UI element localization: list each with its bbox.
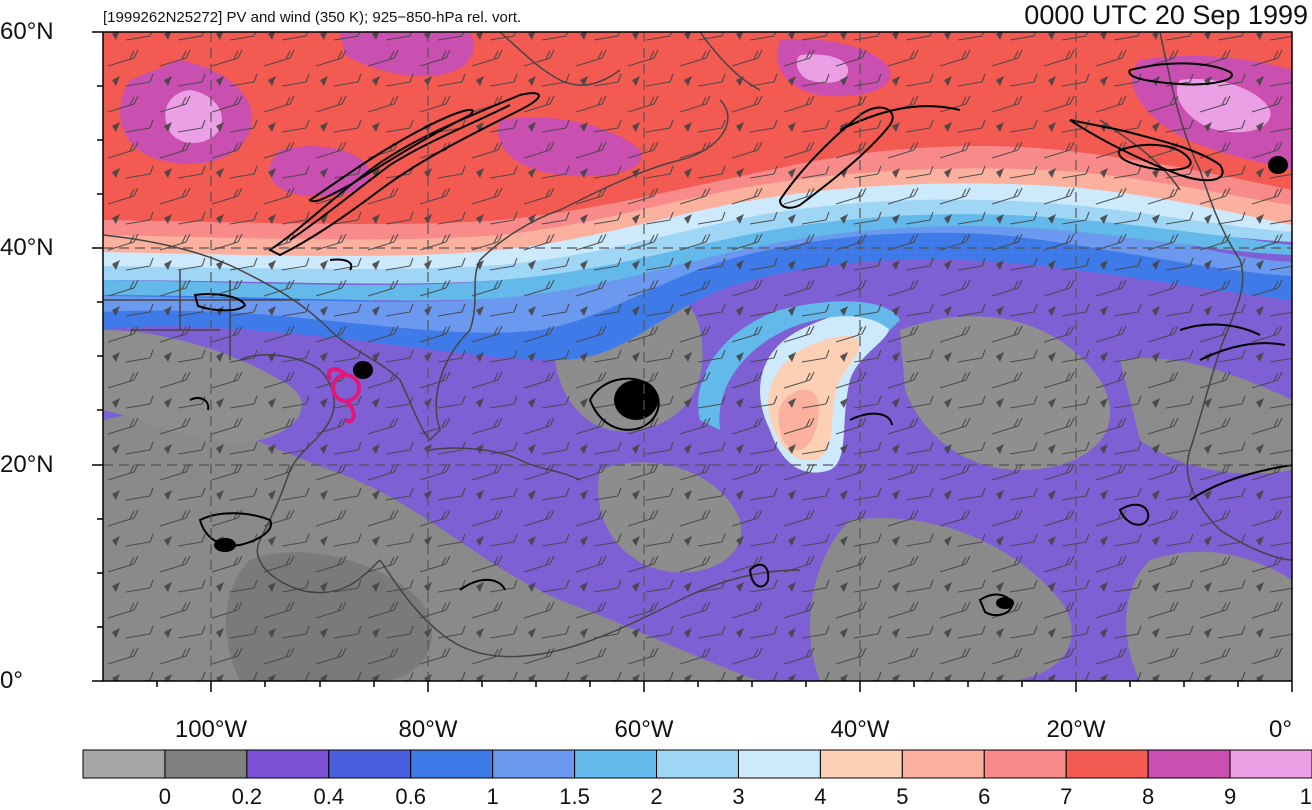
- colorbar-swatch: [819, 749, 903, 779]
- cyclone-core-atlantic: [614, 380, 658, 420]
- colorbar-swatch: [737, 749, 821, 779]
- lon-label-100w: 100°W: [174, 716, 248, 743]
- colorbar-swatch: [492, 749, 576, 779]
- lon-label-0: 0°: [1269, 716, 1292, 743]
- colorbar-label: 9: [1223, 784, 1237, 809]
- map-panel: [103, 32, 1292, 681]
- lat-label-60n: 60°N: [0, 18, 54, 45]
- lat-label-20n: 20°N: [0, 451, 54, 478]
- colorbar-label: 10: [1299, 784, 1312, 809]
- lat-label-40n: 40°N: [0, 234, 54, 261]
- lon-label-40w: 40°W: [830, 716, 890, 743]
- colorbar-label: 6: [978, 784, 991, 809]
- colorbar-label: 1: [486, 784, 499, 809]
- colorbar-label: 1.5: [559, 784, 590, 809]
- colorbar-swatch: [1147, 749, 1231, 779]
- colorbar-label: 4: [814, 784, 827, 809]
- colorbar: [82, 749, 1312, 779]
- colorbar-swatch: [410, 749, 494, 779]
- colorbar-swatch: [656, 749, 739, 779]
- gridlines: [103, 32, 1292, 681]
- colorbar-swatch: [82, 749, 166, 779]
- colorbar-label: 0.4: [313, 784, 345, 809]
- lon-label-80w: 80°W: [398, 716, 458, 743]
- colorbar-swatch: [1065, 749, 1149, 779]
- plot-title-left: [1999262N25272] PV and wind (350 K); 925…: [103, 9, 522, 26]
- lon-label-60w: 60°W: [614, 716, 674, 743]
- colorbar-label: 0.2: [231, 784, 263, 809]
- colorbar-swatch: [246, 749, 330, 779]
- plot-title-right: 0000 UTC 20 Sep 1999: [1024, 0, 1308, 30]
- cyclone-core-gulf: [353, 361, 373, 379]
- colorbar-swatch: [901, 749, 985, 779]
- map-frame: [92, 31, 1293, 692]
- coastlines: [103, 32, 1292, 658]
- colorbar-label: 5: [896, 784, 909, 809]
- tropical-cyclone-symbol-icon: [326, 367, 361, 424]
- colorbar-label: 3: [732, 784, 745, 809]
- wind-barbs-layer: [103, 32, 1292, 681]
- colorbar-swatch: [1229, 749, 1312, 779]
- colorbar-swatch: [574, 749, 658, 779]
- colorbar-label: 7: [1060, 784, 1073, 809]
- lon-label-20w: 20°W: [1046, 716, 1106, 743]
- colorbar-label: 2: [650, 784, 663, 809]
- colorbar-swatch: [164, 749, 248, 779]
- lat-label-0: 0°: [0, 667, 23, 694]
- colorbar-label: 0: [158, 784, 172, 809]
- colorbar-swatch: [328, 749, 412, 779]
- colorbar-label: 0.6: [395, 784, 427, 809]
- colorbar-label: 8: [1142, 784, 1155, 809]
- colorbar-swatch: [983, 749, 1067, 779]
